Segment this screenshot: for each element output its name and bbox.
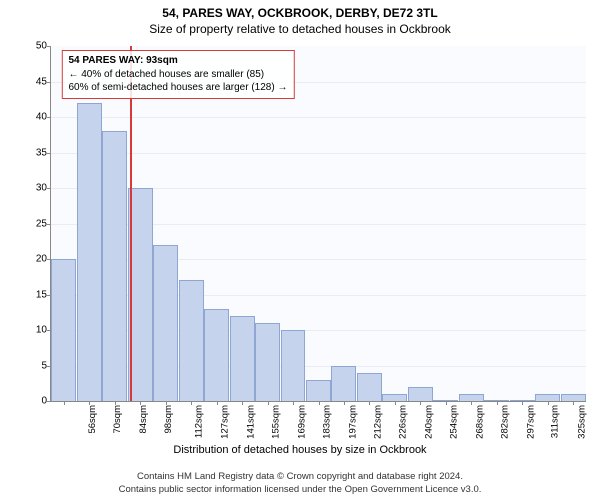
bar bbox=[77, 103, 102, 401]
bar bbox=[408, 387, 433, 401]
xtick-mark bbox=[522, 401, 523, 405]
ytick-mark bbox=[47, 117, 51, 118]
xtick-mark bbox=[89, 401, 90, 405]
bar bbox=[306, 380, 331, 401]
xtick-label: 240sqm bbox=[423, 405, 434, 439]
xtick-label: 212sqm bbox=[372, 405, 383, 439]
xtick-mark bbox=[191, 401, 192, 405]
bar bbox=[561, 394, 586, 401]
bar bbox=[535, 394, 560, 401]
xtick-mark bbox=[471, 401, 472, 405]
bar bbox=[179, 280, 204, 401]
bar bbox=[281, 330, 306, 401]
ytick-mark bbox=[47, 188, 51, 189]
ytick-mark bbox=[47, 224, 51, 225]
xtick-label: 226sqm bbox=[398, 405, 409, 439]
x-axis-label: Distribution of detached houses by size … bbox=[0, 444, 600, 456]
xtick-label: 268sqm bbox=[474, 405, 485, 439]
footer-line-1: Contains HM Land Registry data © Crown c… bbox=[0, 471, 600, 483]
xtick-mark bbox=[217, 401, 218, 405]
annotation-line-1: ← 40% of detached houses are smaller (85… bbox=[68, 68, 287, 82]
bar bbox=[331, 366, 356, 402]
ytick-mark bbox=[47, 46, 51, 47]
xtick-mark bbox=[166, 401, 167, 405]
xtick-mark bbox=[293, 401, 294, 405]
bar bbox=[382, 394, 407, 401]
title-sub: Size of property relative to detached ho… bbox=[0, 20, 600, 40]
bar bbox=[204, 309, 229, 401]
xtick-mark bbox=[268, 401, 269, 405]
ytick-mark bbox=[47, 82, 51, 83]
ytick-mark bbox=[47, 401, 51, 402]
plot-area: 0510152025303540455056sqm70sqm84sqm98sqm… bbox=[50, 46, 586, 402]
annotation-box: 54 PARES WAY: 93sqm← 40% of detached hou… bbox=[61, 50, 294, 99]
xtick-label: 183sqm bbox=[321, 405, 332, 439]
xtick-label: 84sqm bbox=[138, 405, 149, 434]
xtick-label: 127sqm bbox=[219, 405, 230, 439]
xtick-mark bbox=[319, 401, 320, 405]
title-main: 54, PARES WAY, OCKBROOK, DERBY, DE72 3TL bbox=[0, 0, 600, 20]
xtick-label: 311sqm bbox=[550, 405, 561, 438]
xtick-mark bbox=[446, 401, 447, 405]
xtick-label: 70sqm bbox=[112, 405, 123, 434]
bar bbox=[230, 316, 255, 401]
xtick-label: 297sqm bbox=[525, 405, 536, 439]
xtick-mark bbox=[369, 401, 370, 405]
xtick-label: 155sqm bbox=[270, 405, 281, 439]
footer: Contains HM Land Registry data © Crown c… bbox=[0, 471, 600, 496]
xtick-mark bbox=[573, 401, 574, 405]
bar bbox=[102, 131, 127, 401]
bar bbox=[357, 373, 382, 401]
xtick-mark bbox=[420, 401, 421, 405]
bar bbox=[459, 394, 484, 401]
xtick-mark bbox=[115, 401, 116, 405]
xtick-mark bbox=[242, 401, 243, 405]
xtick-label: 141sqm bbox=[245, 405, 256, 439]
bar bbox=[153, 245, 178, 401]
bar bbox=[255, 323, 280, 401]
annotation-title: 54 PARES WAY: 93sqm bbox=[68, 54, 287, 68]
xtick-label: 197sqm bbox=[347, 405, 358, 439]
chart-area: Number of detached properties 0510152025… bbox=[0, 40, 600, 458]
xtick-mark bbox=[395, 401, 396, 405]
xtick-mark bbox=[548, 401, 549, 405]
xtick-label: 325sqm bbox=[576, 405, 587, 439]
marker-line bbox=[130, 46, 132, 401]
xtick-label: 169sqm bbox=[296, 405, 307, 439]
xtick-mark bbox=[344, 401, 345, 405]
xtick-label: 282sqm bbox=[500, 405, 511, 439]
xtick-mark bbox=[64, 401, 65, 405]
footer-line-2: Contains public sector information licen… bbox=[0, 484, 600, 496]
xtick-mark bbox=[140, 401, 141, 405]
ytick-mark bbox=[47, 153, 51, 154]
xtick-label: 112sqm bbox=[193, 405, 204, 438]
annotation-line-2: 60% of semi-detached houses are larger (… bbox=[68, 81, 287, 95]
xtick-label: 98sqm bbox=[163, 405, 174, 434]
xtick-label: 254sqm bbox=[449, 405, 460, 439]
bar bbox=[51, 259, 76, 401]
xtick-label: 56sqm bbox=[87, 405, 98, 434]
xtick-mark bbox=[497, 401, 498, 405]
